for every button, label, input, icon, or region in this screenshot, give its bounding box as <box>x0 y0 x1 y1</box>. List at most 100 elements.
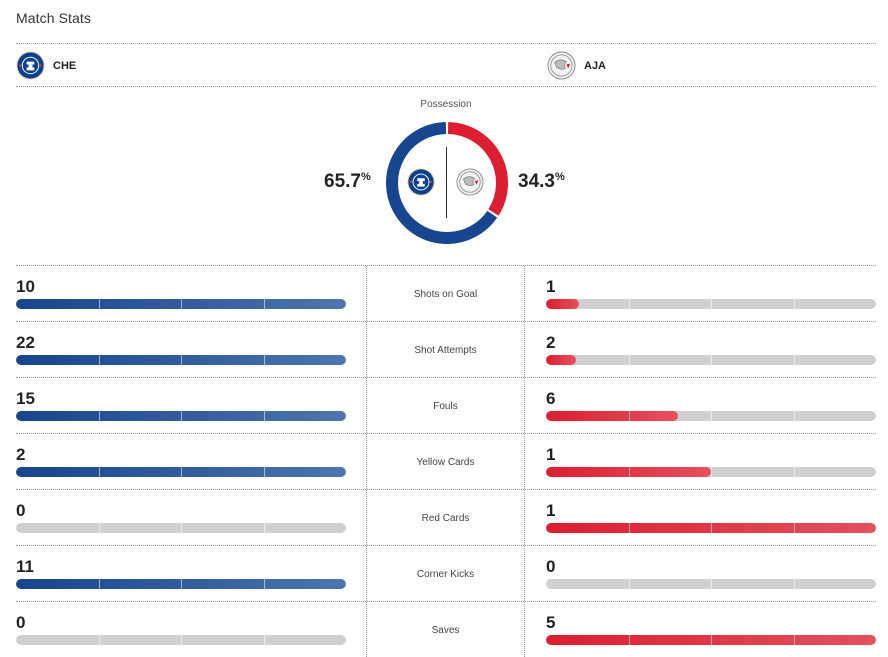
away-stat-bar <box>546 579 876 589</box>
home-possession-arc <box>386 122 498 244</box>
bar-tick <box>98 579 100 589</box>
home-stat-value: 15 <box>16 389 35 408</box>
home-team-abbr: CHE <box>53 59 77 72</box>
home-stat-value: 2 <box>16 445 26 464</box>
away-stat-value: 1 <box>546 445 556 464</box>
home-stat-bar <box>16 579 346 589</box>
away-stat-bar <box>546 411 876 421</box>
bar-tick <box>263 635 265 645</box>
away-stat-bar <box>546 523 876 533</box>
stat-row: 22 Shot Attempts 2 <box>16 321 876 377</box>
bar-tick <box>263 523 265 533</box>
away-stat-bar-fill <box>546 355 576 365</box>
home-stat-value: 0 <box>16 501 26 520</box>
away-stat-value: 0 <box>546 557 556 576</box>
bar-tick <box>793 299 795 309</box>
bar-tick <box>711 635 712 645</box>
bar-tick <box>98 635 100 645</box>
bar-tick <box>98 299 100 309</box>
bar-tick <box>181 355 182 365</box>
possession-donut-chart <box>386 122 508 244</box>
home-stat-value: 10 <box>16 277 35 296</box>
away-stat-value: 1 <box>546 501 556 520</box>
bar-tick <box>711 411 712 421</box>
bar-tick <box>181 635 182 645</box>
page-title: Match Stats <box>16 10 92 26</box>
bar-tick <box>628 579 630 589</box>
home-stat-bar <box>16 299 346 309</box>
away-stat-value: 1 <box>546 277 556 296</box>
bar-tick <box>793 411 795 421</box>
stat-row: 0 Red Cards 1 <box>16 489 876 545</box>
home-stat-bar <box>16 411 346 421</box>
bar-tick <box>628 355 630 365</box>
percent-unit: % <box>360 171 371 183</box>
home-possession-value: 65.7% <box>324 171 371 193</box>
home-stat-value: 0 <box>16 613 26 632</box>
stat-label: Fouls <box>366 378 525 433</box>
away-stat-bar <box>546 355 876 365</box>
bar-tick <box>263 467 265 477</box>
away-stat-bar-fill <box>546 299 579 309</box>
away-possession-arc <box>447 122 508 216</box>
home-possession-number: 65.7 <box>324 171 361 192</box>
divider <box>16 86 876 87</box>
stat-label: Yellow Cards <box>366 434 525 489</box>
stat-row: 2 Yellow Cards 1 <box>16 433 876 489</box>
bar-tick <box>711 579 712 589</box>
bar-tick <box>793 467 795 477</box>
away-team-abbr: AJA <box>584 59 607 72</box>
bar-tick <box>793 355 795 365</box>
stat-label: Red Cards <box>366 490 525 545</box>
bar-tick <box>793 579 795 589</box>
divider <box>16 43 876 44</box>
home-stat-bar <box>16 355 346 365</box>
stat-row: 15 Fouls 6 <box>16 377 876 433</box>
stat-row: 0 Saves 5 <box>16 601 876 657</box>
stat-label: Corner Kicks <box>366 546 525 601</box>
bar-tick <box>98 467 100 477</box>
bar-tick <box>98 523 100 533</box>
home-stat-value: 22 <box>16 333 35 352</box>
bar-tick <box>181 299 182 309</box>
home-stat-bar <box>16 523 346 533</box>
stat-label: Shot Attempts <box>366 322 525 377</box>
ajax-crest-icon <box>547 51 576 80</box>
bar-tick <box>181 579 182 589</box>
bar-tick <box>263 579 265 589</box>
percent-unit: % <box>554 171 565 183</box>
bar-tick <box>263 411 265 421</box>
bar-tick <box>628 299 630 309</box>
bar-tick <box>181 523 182 533</box>
away-stat-bar <box>546 635 876 645</box>
donut-divider <box>446 147 447 218</box>
bar-tick <box>711 299 712 309</box>
chelsea-crest-icon <box>407 168 435 196</box>
away-stat-value: 5 <box>546 613 556 632</box>
bar-tick <box>181 411 182 421</box>
bar-tick <box>711 523 712 533</box>
away-stat-bar <box>546 299 876 309</box>
stat-row: 11 Corner Kicks 0 <box>16 545 876 601</box>
away-stat-bar-fill <box>546 411 678 421</box>
home-stat-bar <box>16 635 346 645</box>
bar-tick <box>98 411 100 421</box>
bar-tick <box>628 523 630 533</box>
bar-tick <box>793 635 795 645</box>
home-team: CHE <box>16 51 76 80</box>
bar-tick <box>263 355 265 365</box>
bar-tick <box>181 467 182 477</box>
home-stat-value: 11 <box>16 557 34 576</box>
bar-tick <box>628 411 630 421</box>
away-team: AJA <box>547 51 606 80</box>
bar-tick <box>628 635 630 645</box>
away-possession-value: 34.3% <box>518 171 565 193</box>
stat-label: Shots on Goal <box>366 266 525 321</box>
chelsea-crest-icon <box>16 51 45 80</box>
home-stat-bar <box>16 467 346 477</box>
bar-tick <box>263 299 265 309</box>
bar-tick <box>98 355 100 365</box>
ajax-crest-icon <box>456 168 484 196</box>
away-possession-number: 34.3 <box>518 171 555 192</box>
bar-tick <box>711 467 712 477</box>
